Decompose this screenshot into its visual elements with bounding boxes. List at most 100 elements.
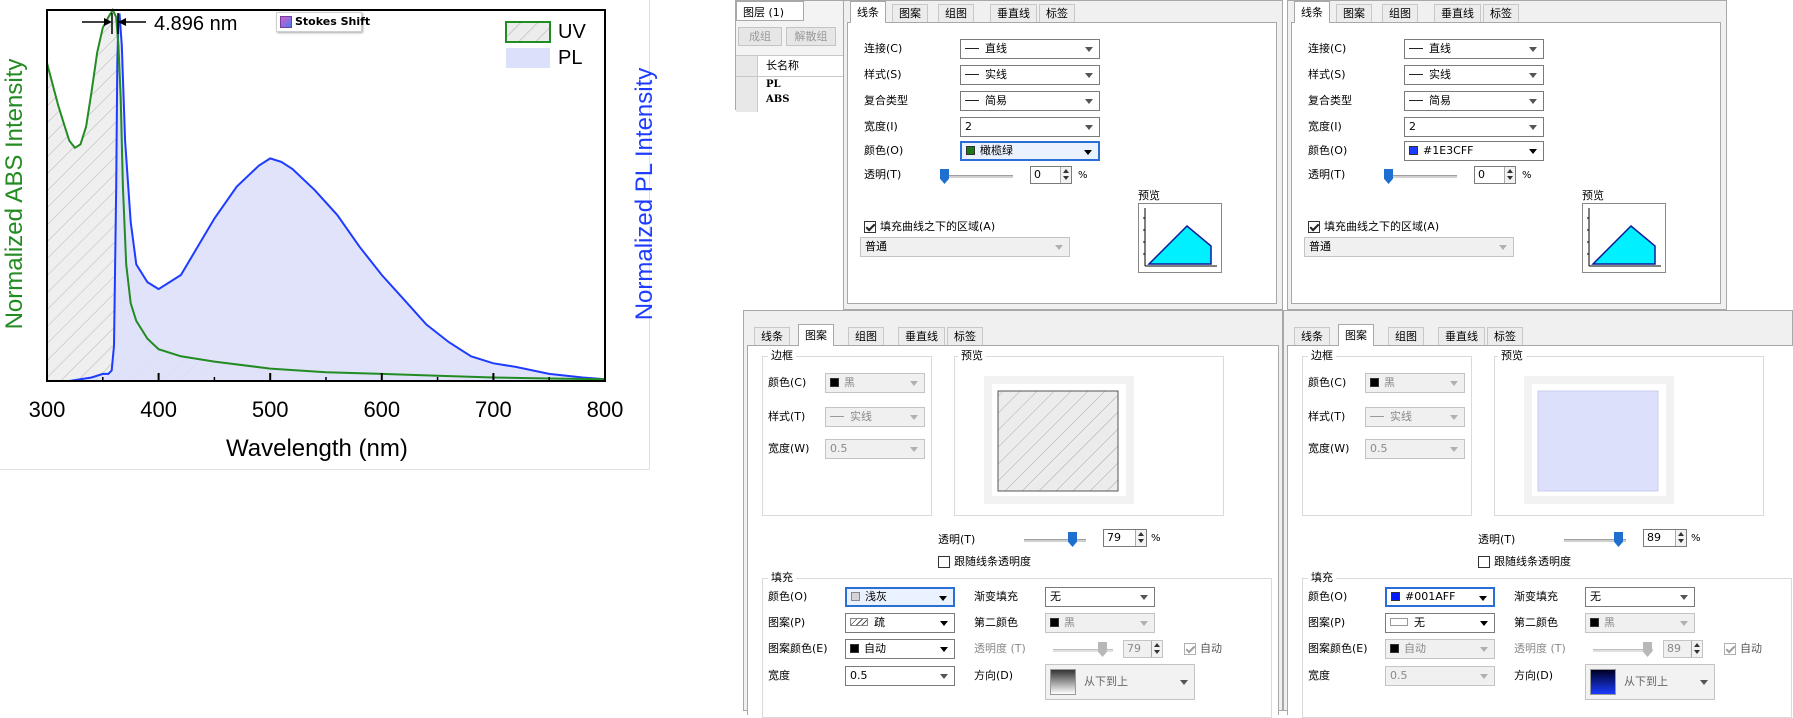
tab-group[interactable]: 组图 xyxy=(1388,327,1424,346)
pattern-color-select[interactable]: 自动 xyxy=(845,639,955,659)
opacity2-slider[interactable] xyxy=(1053,649,1113,652)
tab-drop-line[interactable]: 垂直线 xyxy=(898,327,945,346)
tab-label[interactable]: 标签 xyxy=(1039,4,1075,23)
spin-arrows-icon[interactable] xyxy=(1691,641,1702,657)
fill-width-select[interactable]: 0.5 xyxy=(1385,666,1495,686)
opacity2-spinner[interactable]: 89 xyxy=(1663,640,1703,658)
opacity2-slider-thumb[interactable] xyxy=(1643,642,1652,657)
composite-select[interactable]: 简易 xyxy=(1404,91,1544,111)
percent-sign: % xyxy=(1078,170,1088,181)
group-button[interactable]: 成组 xyxy=(738,27,782,46)
opacity-slider-thumb[interactable] xyxy=(1384,169,1393,184)
chevron-down-icon xyxy=(1084,150,1092,155)
tab-line[interactable]: 线条 xyxy=(754,327,790,346)
opacity-slider[interactable] xyxy=(1387,175,1457,178)
fill-color-select[interactable]: 浅灰 xyxy=(845,587,955,607)
fill-under-checkbox[interactable] xyxy=(864,221,876,233)
style-select[interactable]: 实线 xyxy=(1404,65,1544,85)
connect-select[interactable]: 直线 xyxy=(960,39,1100,59)
style-select[interactable]: 实线 xyxy=(960,65,1100,85)
gradient-select[interactable]: 无 xyxy=(1585,587,1695,607)
stokes-shift-chip[interactable]: Stokes Shift xyxy=(276,12,370,32)
fill-mode-select[interactable]: 普通 xyxy=(860,237,1070,257)
tab-line[interactable]: 线条 xyxy=(1294,1,1330,23)
layer-row-abs[interactable]: ABS xyxy=(766,94,790,105)
pattern-color-select[interactable]: 自动 xyxy=(1385,639,1495,659)
tab-pattern[interactable]: 图案 xyxy=(798,324,834,346)
line-preview xyxy=(1582,203,1666,273)
border-width-select[interactable]: 0.5 xyxy=(1365,439,1465,459)
color-select[interactable]: 橄榄绿 xyxy=(960,141,1100,161)
transparency-slider-thumb[interactable] xyxy=(1614,532,1623,547)
border-style-select[interactable]: 实线 xyxy=(1365,407,1465,427)
spin-arrows-icon[interactable] xyxy=(1135,530,1146,546)
width-select[interactable]: 2 xyxy=(960,117,1100,137)
tab-line[interactable]: 线条 xyxy=(1294,327,1330,346)
opacity-spinner[interactable]: 0 xyxy=(1030,166,1072,184)
opacity-slider-thumb[interactable] xyxy=(940,169,949,184)
tab-group[interactable]: 组图 xyxy=(938,4,974,23)
transparency-slider[interactable] xyxy=(1564,539,1626,542)
opacity-label: 透明(T) xyxy=(1308,168,1346,181)
tab-pattern[interactable]: 图案 xyxy=(892,4,928,23)
gradient-select[interactable]: 无 xyxy=(1045,587,1155,607)
opacity-slider[interactable] xyxy=(943,175,1013,178)
pattern-select[interactable]: 无 xyxy=(1385,613,1495,633)
opacity2-slider-thumb[interactable] xyxy=(1098,642,1107,657)
layers-title-tab[interactable]: 图层 (1) xyxy=(736,1,804,21)
tab-pattern[interactable]: 图案 xyxy=(1338,324,1374,346)
second-color-select[interactable]: 黑 xyxy=(1585,613,1695,633)
transparency-slider-thumb[interactable] xyxy=(1068,532,1077,547)
width-select[interactable]: 2 xyxy=(1404,117,1544,137)
ungroup-button[interactable]: 解散组 xyxy=(786,27,836,46)
tab-group[interactable]: 组图 xyxy=(848,327,884,346)
tab-drop-line[interactable]: 垂直线 xyxy=(1438,327,1485,346)
direction-select[interactable]: 从下到上 xyxy=(1045,664,1195,700)
line-dialog-pl: 线条 图案 组图 垂直线 标签 连接(C) 直线 样式(S) 实线 复合类型 简… xyxy=(1287,0,1727,310)
opacity2-slider[interactable] xyxy=(1593,649,1653,652)
fill-mode-select[interactable]: 普通 xyxy=(1304,237,1514,257)
spin-arrows-icon[interactable] xyxy=(1675,530,1686,546)
follow-line-label: 跟随线条透明度 xyxy=(954,555,1031,568)
border-style-select[interactable]: 实线 xyxy=(825,407,925,427)
fill-under-checkbox[interactable] xyxy=(1308,221,1320,233)
transparency-spinner[interactable]: 89 xyxy=(1643,529,1687,547)
tab-label[interactable]: 标签 xyxy=(947,327,983,346)
fill-color-select[interactable]: #001AFF xyxy=(1385,587,1495,607)
tab-group[interactable]: 组图 xyxy=(1382,4,1418,23)
pattern-select[interactable]: 疏 xyxy=(845,613,955,633)
transparency-slider[interactable] xyxy=(1024,539,1086,542)
opacity2-spinner[interactable]: 79 xyxy=(1123,640,1163,658)
border-color-select[interactable]: 黑 xyxy=(825,373,925,393)
chevron-down-icon xyxy=(940,674,948,679)
gradient-label: 渐变填充 xyxy=(1514,590,1558,603)
transparency-spinner[interactable]: 79 xyxy=(1103,529,1147,547)
follow-line-checkbox[interactable] xyxy=(1478,556,1490,568)
opacity-spinner[interactable]: 0 xyxy=(1474,166,1516,184)
tab-label[interactable]: 标签 xyxy=(1487,327,1523,346)
second-color-select[interactable]: 黑 xyxy=(1045,613,1155,633)
series-area-pl xyxy=(47,13,605,381)
connect-select[interactable]: 直线 xyxy=(1404,39,1544,59)
tab-line[interactable]: 线条 xyxy=(850,1,886,23)
spin-arrows-icon[interactable] xyxy=(1151,641,1162,657)
follow-line-checkbox[interactable] xyxy=(938,556,950,568)
direction-select[interactable]: 从下到上 xyxy=(1585,664,1715,700)
tab-drop-line[interactable]: 垂直线 xyxy=(990,4,1037,23)
tab-drop-line[interactable]: 垂直线 xyxy=(1434,4,1481,23)
auto-checkbox[interactable] xyxy=(1724,643,1736,655)
style-label: 样式(S) xyxy=(1308,68,1346,81)
chevron-down-icon xyxy=(1085,99,1093,104)
layer-row-pl[interactable]: PL xyxy=(766,79,781,90)
border-width-select[interactable]: 0.5 xyxy=(825,439,925,459)
color-select[interactable]: #1E3CFF xyxy=(1404,141,1544,161)
auto-checkbox[interactable] xyxy=(1184,643,1196,655)
border-color-select[interactable]: 黑 xyxy=(1365,373,1465,393)
width-label: 宽度(I) xyxy=(1308,120,1342,133)
tab-pattern[interactable]: 图案 xyxy=(1336,4,1372,23)
composite-select[interactable]: 简易 xyxy=(960,91,1100,111)
fill-width-select[interactable]: 0.5 xyxy=(845,666,955,686)
tab-label[interactable]: 标签 xyxy=(1483,4,1519,23)
spin-arrows-icon[interactable] xyxy=(1060,167,1071,183)
spin-arrows-icon[interactable] xyxy=(1504,167,1515,183)
